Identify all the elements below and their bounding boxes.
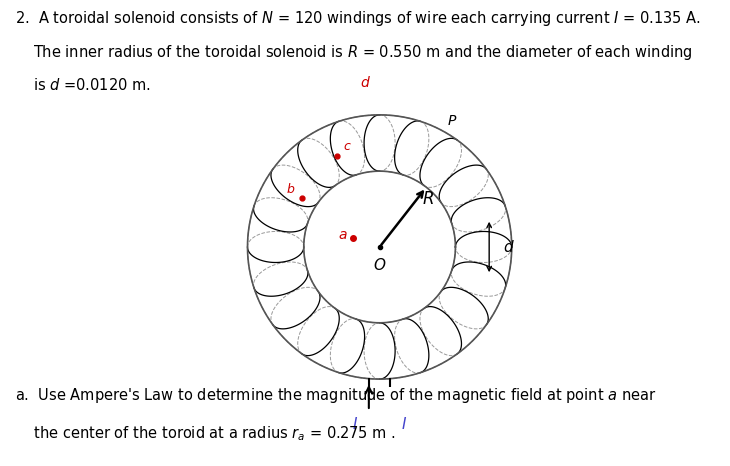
Text: $P$: $P$ <box>447 114 458 128</box>
Text: $I$: $I$ <box>402 417 407 432</box>
Text: $R$: $R$ <box>421 190 434 208</box>
Text: 2.  A toroidal solenoid consists of $N$ = 120 windings of wire each carrying cur: 2. A toroidal solenoid consists of $N$ =… <box>15 8 701 27</box>
Text: $b$: $b$ <box>285 182 295 196</box>
Text: the center of the toroid at a radius $r_a$ = 0.275 m .: the center of the toroid at a radius $r_… <box>15 424 396 443</box>
Text: a.  Use Ampere's Law to determine the magnitude of the magnetic field at point $: a. Use Ampere's Law to determine the mag… <box>15 386 656 405</box>
Text: $d$: $d$ <box>361 75 372 89</box>
Text: $c$: $c$ <box>342 140 351 153</box>
Text: $O$: $O$ <box>373 257 386 273</box>
Text: is $d$ =0.0120 m.: is $d$ =0.0120 m. <box>33 77 150 93</box>
Text: The inner radius of the toroidal solenoid is $R$ = 0.550 m and the diameter of e: The inner radius of the toroidal solenoi… <box>33 43 692 62</box>
Text: $I$: $I$ <box>352 417 358 432</box>
Text: $a$: $a$ <box>337 228 347 242</box>
Text: $d$: $d$ <box>503 239 515 255</box>
